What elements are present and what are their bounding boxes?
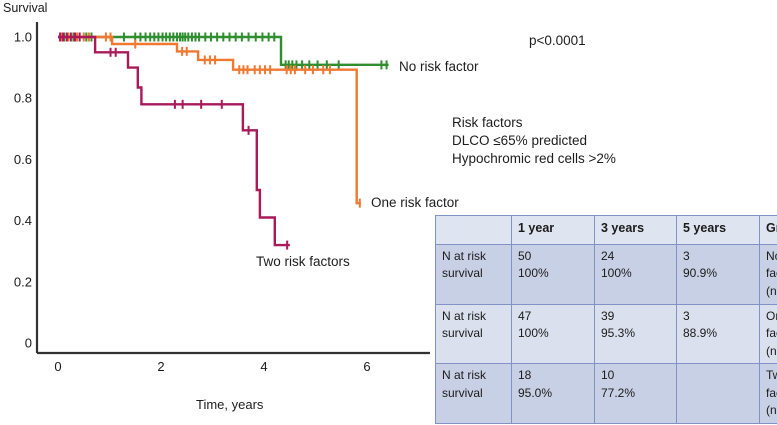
- summary-cell-line: survival: [442, 385, 483, 400]
- summary-cell-line: factor: [766, 266, 777, 281]
- summary-cell-line: N at risk: [442, 368, 487, 383]
- summary-table-header-cell: Group: [759, 215, 777, 245]
- summary-cell-line: (n=56): [766, 343, 777, 358]
- summary-table-cell: 18 95.0%: [511, 363, 595, 425]
- summary-cell-line: 18: [518, 368, 532, 383]
- x-tick-label: 6: [363, 359, 370, 374]
- summary-table-cell: 50 100%: [511, 244, 595, 305]
- summary-table-cell: N at risk survival: [435, 303, 512, 365]
- series-label-two-risk-factors: Two risk factors: [256, 254, 350, 269]
- summary-table-cell: Two risk factors (n=24): [759, 363, 777, 425]
- summary-cell-line: survival: [442, 266, 483, 281]
- km-curve-one-risk-factor: [58, 35, 361, 205]
- summary-table-cell: 10 77.2%: [594, 363, 677, 425]
- summary-cell-line: No risk: [766, 249, 777, 263]
- summary-table-row: N at risk survival 47 100% 39 95.3% 3 88.9% One …: [435, 303, 777, 365]
- summary-cell-line: 95.0%: [518, 385, 553, 400]
- summary-cell-line: 3: [683, 309, 690, 323]
- summary-cell-line: 77.2%: [601, 385, 636, 400]
- risk-note-line-1: Risk factors: [452, 115, 523, 130]
- y-tick-label: 0: [25, 336, 32, 351]
- y-tick-label: 0.2: [14, 274, 32, 289]
- summary-table-cell: 24 100%: [594, 244, 677, 305]
- x-tick-label: 0: [54, 359, 61, 374]
- summary-table-cell: One risk factor (n=56): [759, 303, 777, 365]
- summary-table-cell: N at risk survival: [435, 244, 512, 305]
- risk-note-line-2: DLCO ≤65% predicted: [452, 133, 587, 148]
- axis-lines: [35, 22, 430, 355]
- summary-table-header-cell: 3 years: [594, 215, 677, 245]
- x-tick-label: 2: [157, 359, 164, 374]
- p-value-annotation: p<0.0001: [529, 33, 586, 48]
- y-tick-label: 0.8: [14, 91, 32, 106]
- series-label-no-risk-factor: No risk factor: [399, 59, 479, 74]
- summary-cell-line: 88.9%: [683, 326, 718, 341]
- x-axis-title: Time, years: [196, 397, 264, 412]
- summary-table-cell: N at risk survival: [435, 363, 512, 425]
- summary-table-cell: [676, 363, 760, 425]
- summary-cell-line: 100%: [601, 266, 632, 281]
- summary-cell-line: 100%: [518, 266, 549, 281]
- y-tick-label: 0.6: [14, 152, 32, 167]
- summary-cell-line: One risk: [766, 309, 777, 323]
- risk-note-line-3: Hypochromic red cells >2%: [452, 151, 616, 166]
- summary-cell-line: (n=24): [766, 402, 777, 417]
- summary-cell-line: N at risk: [442, 249, 487, 263]
- summary-cell-line: factor: [766, 326, 777, 341]
- summary-cell-line: factors: [766, 385, 777, 400]
- summary-cell-line: 50: [518, 249, 532, 263]
- series-label-one-risk-factor: One risk factor: [371, 195, 459, 210]
- summary-cell-line: Two risk: [766, 368, 777, 383]
- summary-cell-line: 3: [683, 249, 690, 263]
- summary-cell-line: N at risk: [442, 309, 487, 323]
- y-tick-label: 1.0: [14, 30, 32, 45]
- summary-table-cell: 3 88.9%: [676, 303, 760, 365]
- summary-cell-line: 95.3%: [601, 326, 636, 341]
- y-tick-label: 0.4: [14, 213, 32, 228]
- summary-table-cell: 47 100%: [511, 303, 595, 365]
- summary-table-row: N at risk survival 18 95.0% 10 77.2% Two risk f…: [435, 363, 777, 425]
- summary-table-cell: 3 90.9%: [676, 244, 760, 305]
- summary-table-row: N at risk survival 50 100% 24 100% 3 90.9% No ri…: [435, 244, 777, 305]
- summary-table-header-cell: 1 year: [511, 215, 595, 245]
- km-curve-two-risk-factors: [58, 35, 290, 247]
- x-tick-label: 4: [260, 359, 267, 374]
- summary-table-cell: 39 95.3%: [594, 303, 677, 365]
- summary-cell-line: 100%: [518, 326, 549, 341]
- summary-cell-line: 24: [601, 249, 615, 263]
- summary-cell-line: 47: [518, 309, 532, 323]
- summary-cell-line: (n=66): [766, 283, 777, 298]
- summary-cell-line: 10: [601, 368, 615, 383]
- summary-cell-line: 39: [601, 309, 615, 323]
- summary-cell-line: 90.9%: [683, 266, 718, 281]
- summary-table-header-cell: [435, 215, 512, 245]
- summary-cell-line: survival: [442, 326, 483, 341]
- summary-table-cell: No risk factor (n=66): [759, 244, 777, 305]
- y-axis-title: Survival: [3, 1, 48, 15]
- summary-table-header-cell: 5 years: [676, 215, 760, 245]
- risk-factors-note: Risk factors DLCO ≤65% predicted Hypochr…: [452, 114, 616, 168]
